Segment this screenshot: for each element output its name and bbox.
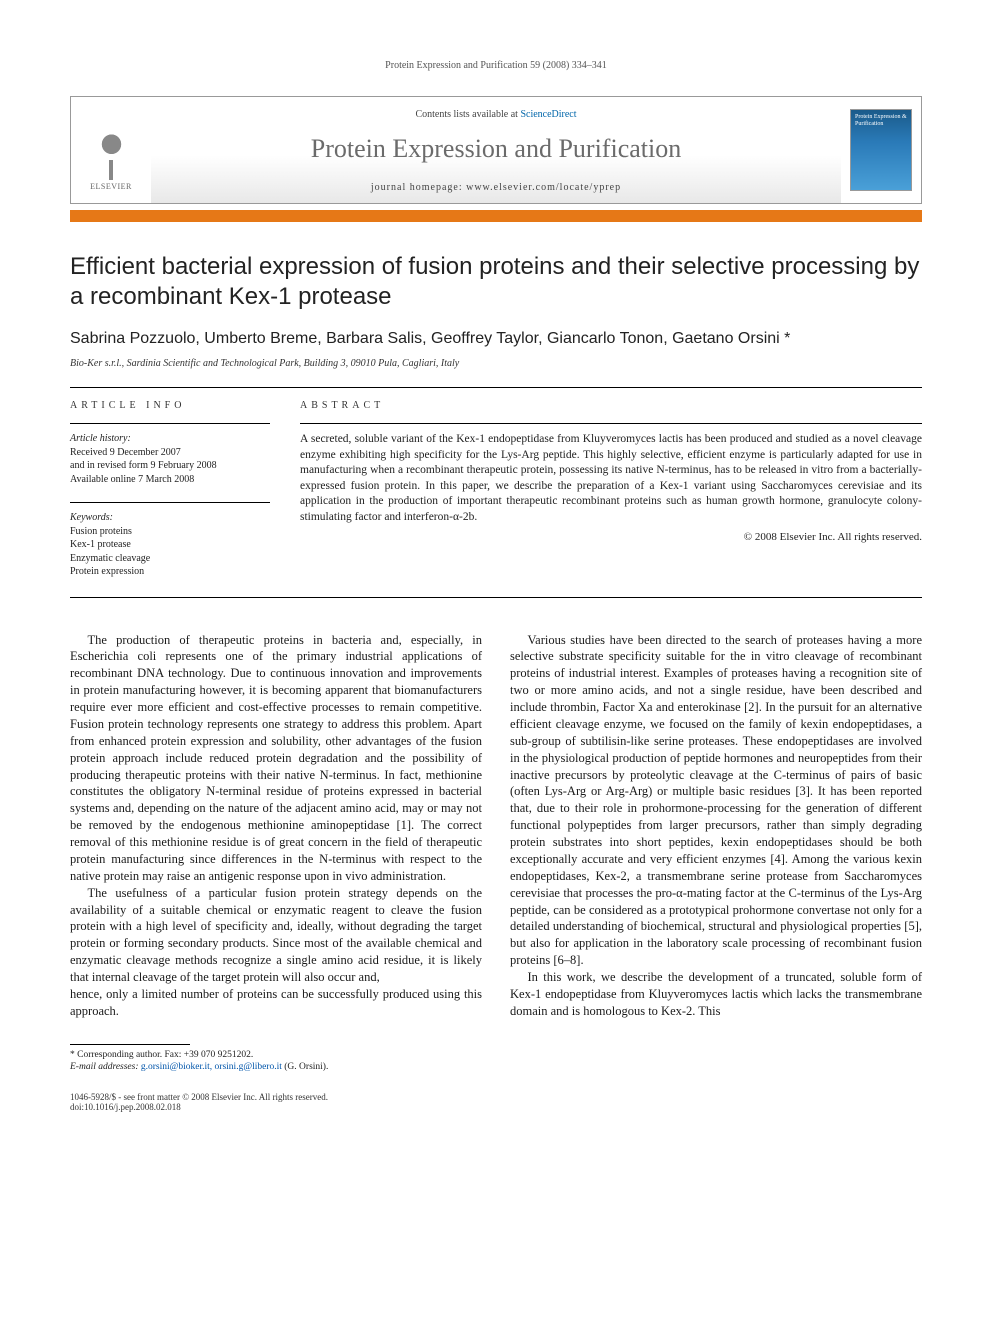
body-paragraph: The production of therapeutic proteins i…	[70, 632, 482, 885]
publisher-name: ELSEVIER	[90, 182, 132, 191]
info-rule	[70, 423, 270, 424]
page-bottom-meta: 1046-5928/$ - see front matter © 2008 El…	[70, 1092, 922, 1112]
affiliation: Bio-Ker s.r.l., Sardinia Scientific and …	[70, 358, 922, 369]
history-line: and in revised form 9 February 2008	[70, 459, 270, 473]
journal-homepage-line: journal homepage: www.elsevier.com/locat…	[161, 182, 831, 193]
abstract-text: A secreted, soluble variant of the Kex-1…	[300, 432, 922, 525]
contents-available-line: Contents lists available at ScienceDirec…	[161, 109, 831, 120]
abstract-rule	[300, 423, 922, 424]
keyword: Protein expression	[70, 565, 270, 579]
body-paragraph: hence, only a limited number of proteins…	[70, 986, 482, 1020]
homepage-prefix: journal homepage:	[371, 182, 466, 193]
journal-cover-thumbnail: Protein Expression & Purification	[850, 109, 912, 191]
corresponding-line: * Corresponding author. Fax: +39 070 925…	[70, 1049, 922, 1062]
history-heading: Article history:	[70, 432, 270, 446]
email-label: E-mail addresses:	[70, 1062, 139, 1072]
corresponding-author-footer: * Corresponding author. Fax: +39 070 925…	[70, 1044, 922, 1075]
cover-thumb-cell: Protein Expression & Purification	[841, 97, 921, 203]
corresponding-email[interactable]: g.orsini@bioker.it, orsini.g@libero.it	[141, 1062, 282, 1072]
abstract-column: ABSTRACT A secreted, soluble variant of …	[300, 400, 922, 579]
body-paragraph: In this work, we describe the developmen…	[510, 969, 922, 1020]
homepage-url[interactable]: www.elsevier.com/locate/yprep	[466, 182, 621, 193]
history-line: Received 9 December 2007	[70, 446, 270, 460]
elsevier-logo: ELSEVIER	[81, 132, 141, 197]
article-history: Article history: Received 9 December 200…	[70, 432, 270, 486]
footer-rule	[70, 1044, 190, 1045]
body-paragraph: Various studies have been directed to th…	[510, 632, 922, 970]
contents-prefix: Contents lists available at	[415, 109, 520, 120]
keyword: Fusion proteins	[70, 525, 270, 539]
elsevier-tree-icon	[89, 132, 134, 180]
keywords-block: Keywords: Fusion proteins Kex-1 protease…	[70, 511, 270, 579]
info-abstract-row: ARTICLE INFO Article history: Received 9…	[70, 388, 922, 597]
journal-name: Protein Expression and Purification	[161, 134, 831, 164]
history-line: Available online 7 March 2008	[70, 473, 270, 487]
article-info-column: ARTICLE INFO Article history: Received 9…	[70, 400, 270, 579]
email-line: E-mail addresses: g.orsini@bioker.it, or…	[70, 1061, 922, 1074]
article-info-label: ARTICLE INFO	[70, 400, 270, 411]
article-title: Efficient bacterial expression of fusion…	[70, 252, 922, 312]
running-head: Protein Expression and Purification 59 (…	[70, 60, 922, 71]
author-list: Sabrina Pozzuolo, Umberto Breme, Barbara…	[70, 330, 922, 348]
sciencedirect-link[interactable]: ScienceDirect	[520, 109, 576, 120]
cover-thumb-title: Protein Expression & Purification	[855, 114, 907, 127]
front-matter-block: 1046-5928/$ - see front matter © 2008 El…	[70, 1092, 328, 1112]
keyword: Enzymatic cleavage	[70, 552, 270, 566]
doi-line: doi:10.1016/j.pep.2008.02.018	[70, 1102, 328, 1112]
abstract-label: ABSTRACT	[300, 400, 922, 411]
body-paragraph: The usefulness of a particular fusion pr…	[70, 885, 482, 986]
keyword: Kex-1 protease	[70, 538, 270, 552]
publisher-logo-cell: ELSEVIER	[71, 97, 151, 203]
accent-bar	[70, 210, 922, 222]
front-matter-line: 1046-5928/$ - see front matter © 2008 El…	[70, 1092, 328, 1102]
rule-bottom	[70, 597, 922, 598]
keywords-heading: Keywords:	[70, 511, 270, 525]
keywords-rule	[70, 502, 270, 503]
email-person: (G. Orsini).	[284, 1062, 328, 1072]
journal-masthead: ELSEVIER Contents lists available at Sci…	[70, 96, 922, 204]
abstract-copyright: © 2008 Elsevier Inc. All rights reserved…	[300, 531, 922, 543]
masthead-center: Contents lists available at ScienceDirec…	[151, 97, 841, 203]
body-two-column: The production of therapeutic proteins i…	[70, 632, 922, 1020]
